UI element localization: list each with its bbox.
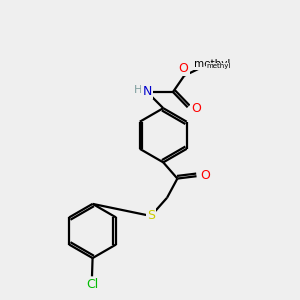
Text: S: S	[147, 209, 155, 223]
Text: H: H	[134, 85, 142, 94]
Text: methyl: methyl	[194, 59, 231, 69]
Text: methyl: methyl	[206, 63, 231, 69]
Text: N: N	[142, 85, 152, 98]
Text: O: O	[200, 169, 210, 182]
Text: O: O	[191, 102, 201, 115]
Text: O: O	[178, 62, 188, 75]
Text: Cl: Cl	[86, 278, 98, 291]
